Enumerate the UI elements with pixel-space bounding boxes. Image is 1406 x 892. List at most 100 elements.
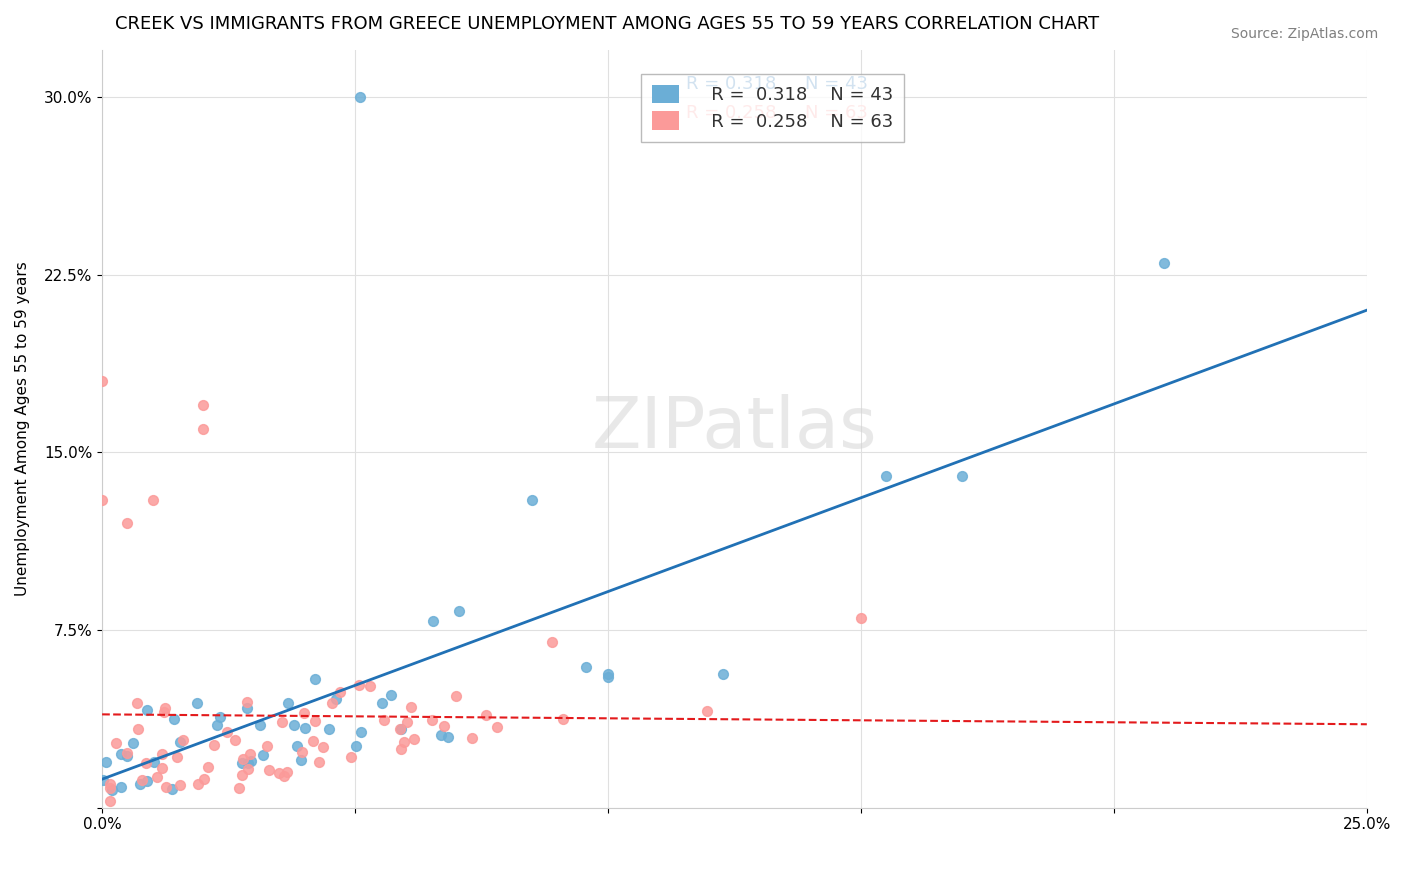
Immigrants from Greece — [540, 635, 562, 649]
Creek — [101, 782, 124, 797]
Immigrants from Greece — [231, 768, 253, 782]
Immigrants from Greece — [125, 696, 148, 710]
Creek — [1153, 256, 1175, 270]
Creek — [285, 739, 308, 753]
Immigrants from Greece — [155, 780, 177, 794]
Y-axis label: Unemployment Among Ages 55 to 59 years: Unemployment Among Ages 55 to 59 years — [15, 261, 30, 596]
Immigrants from Greece — [347, 677, 370, 691]
Creek — [135, 774, 157, 789]
Creek — [207, 718, 229, 732]
Immigrants from Greece — [150, 747, 173, 761]
Immigrants from Greece — [359, 679, 381, 693]
Creek — [231, 756, 253, 771]
Creek — [711, 666, 734, 681]
Immigrants from Greece — [461, 731, 484, 745]
Creek — [370, 696, 392, 710]
Immigrants from Greece — [187, 777, 209, 791]
Immigrants from Greece — [301, 734, 323, 748]
Creek — [240, 754, 263, 768]
Creek — [430, 728, 453, 742]
Immigrants from Greece — [239, 747, 262, 762]
Creek — [236, 756, 259, 770]
Immigrants from Greece — [304, 714, 326, 728]
Immigrants from Greece — [117, 516, 139, 531]
Immigrants from Greece — [235, 695, 257, 709]
Creek — [304, 672, 326, 686]
Immigrants from Greece — [485, 720, 508, 734]
Immigrants from Greece — [146, 770, 169, 784]
Text: N = 43: N = 43 — [806, 75, 869, 94]
Creek — [96, 756, 118, 770]
Immigrants from Greece — [273, 769, 295, 783]
Immigrants from Greece — [91, 375, 114, 389]
Text: R = 0.258: R = 0.258 — [686, 104, 776, 122]
Creek — [575, 660, 598, 674]
Text: ZIPatlas: ZIPatlas — [592, 394, 877, 463]
Immigrants from Greece — [256, 739, 278, 753]
Immigrants from Greece — [193, 772, 215, 786]
Text: Source: ZipAtlas.com: Source: ZipAtlas.com — [1230, 27, 1378, 41]
Immigrants from Greece — [388, 723, 411, 737]
Creek — [160, 781, 183, 796]
Creek — [389, 722, 412, 736]
Creek — [422, 614, 444, 628]
Creek — [249, 718, 271, 732]
Immigrants from Greece — [696, 704, 718, 718]
Immigrants from Greece — [389, 742, 412, 756]
Creek — [437, 730, 460, 744]
Creek — [875, 469, 897, 483]
Immigrants from Greece — [98, 780, 121, 795]
Immigrants from Greece — [228, 780, 250, 795]
Creek — [115, 748, 138, 763]
Immigrants from Greece — [340, 750, 363, 764]
Creek — [380, 689, 402, 703]
Immigrants from Greece — [224, 733, 246, 747]
Immigrants from Greece — [153, 706, 176, 720]
Creek — [277, 696, 299, 710]
Immigrants from Greece — [401, 700, 423, 714]
Text: R = 0.318: R = 0.318 — [686, 75, 776, 94]
Creek — [350, 724, 373, 739]
Immigrants from Greece — [193, 422, 215, 436]
Immigrants from Greece — [202, 738, 225, 752]
Immigrants from Greece — [404, 732, 426, 747]
Immigrants from Greece — [169, 778, 191, 792]
Immigrants from Greece — [396, 715, 419, 730]
Immigrants from Greece — [420, 714, 443, 728]
Immigrants from Greece — [152, 761, 174, 775]
Creek — [596, 670, 619, 684]
Creek — [142, 755, 165, 769]
Legend:    R =  0.318    N = 43,    R =  0.258    N = 63: R = 0.318 N = 43, R = 0.258 N = 63 — [641, 74, 904, 142]
Creek — [325, 692, 347, 706]
Immigrants from Greece — [392, 735, 415, 749]
Creek — [122, 736, 145, 750]
Immigrants from Greece — [197, 760, 219, 774]
Immigrants from Greece — [849, 611, 872, 625]
Immigrants from Greece — [142, 492, 165, 507]
Immigrants from Greece — [276, 765, 298, 780]
Creek — [449, 604, 471, 618]
Text: CREEK VS IMMIGRANTS FROM GREECE UNEMPLOYMENT AMONG AGES 55 TO 59 YEARS CORRELATI: CREEK VS IMMIGRANTS FROM GREECE UNEMPLOY… — [115, 15, 1099, 33]
Immigrants from Greece — [135, 756, 157, 770]
Immigrants from Greece — [290, 745, 312, 759]
Immigrants from Greece — [257, 763, 280, 777]
Immigrants from Greece — [270, 714, 292, 729]
Creek — [596, 667, 619, 681]
Creek — [520, 492, 543, 507]
Immigrants from Greece — [166, 750, 188, 764]
Immigrants from Greece — [308, 756, 330, 770]
Creek — [136, 703, 159, 717]
Creek — [283, 718, 305, 732]
Immigrants from Greece — [127, 722, 149, 736]
Immigrants from Greece — [329, 685, 352, 699]
Immigrants from Greece — [236, 762, 259, 776]
Text: N = 63: N = 63 — [806, 104, 868, 122]
Immigrants from Greece — [267, 765, 290, 780]
Creek — [110, 780, 132, 795]
Immigrants from Greece — [91, 492, 114, 507]
Creek — [294, 721, 316, 735]
Creek — [169, 734, 191, 748]
Creek — [110, 747, 132, 761]
Creek — [91, 773, 114, 788]
Immigrants from Greece — [172, 733, 194, 747]
